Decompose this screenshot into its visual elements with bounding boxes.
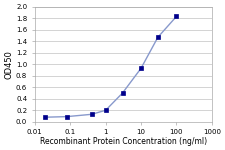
Y-axis label: OD450: OD450: [4, 50, 13, 79]
X-axis label: Recombinant Protein Concentration (ng/ml): Recombinant Protein Concentration (ng/ml…: [40, 137, 207, 146]
